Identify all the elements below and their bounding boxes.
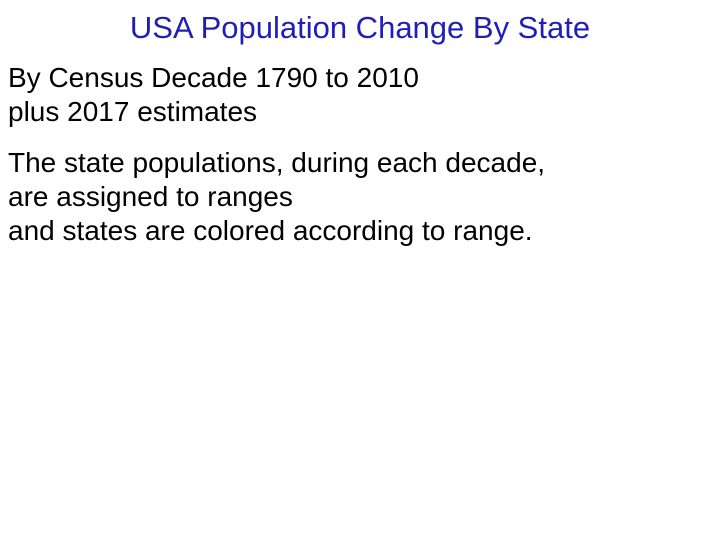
description-line-2: are assigned to ranges (8, 181, 293, 212)
description-paragraph: The state populations, during each decad… (8, 146, 708, 248)
subtitle-paragraph: By Census Decade 1790 to 2010 plus 2017 … (8, 61, 708, 129)
subtitle-line-2: plus 2017 estimates (8, 96, 258, 127)
slide-title: USA Population Change By State (129, 10, 591, 45)
description-line-1: The state populations, during each decad… (8, 147, 546, 178)
subtitle-line-1: By Census Decade 1790 to 2010 (8, 62, 419, 93)
description-line-3: and states are colored according to rang… (8, 215, 533, 246)
